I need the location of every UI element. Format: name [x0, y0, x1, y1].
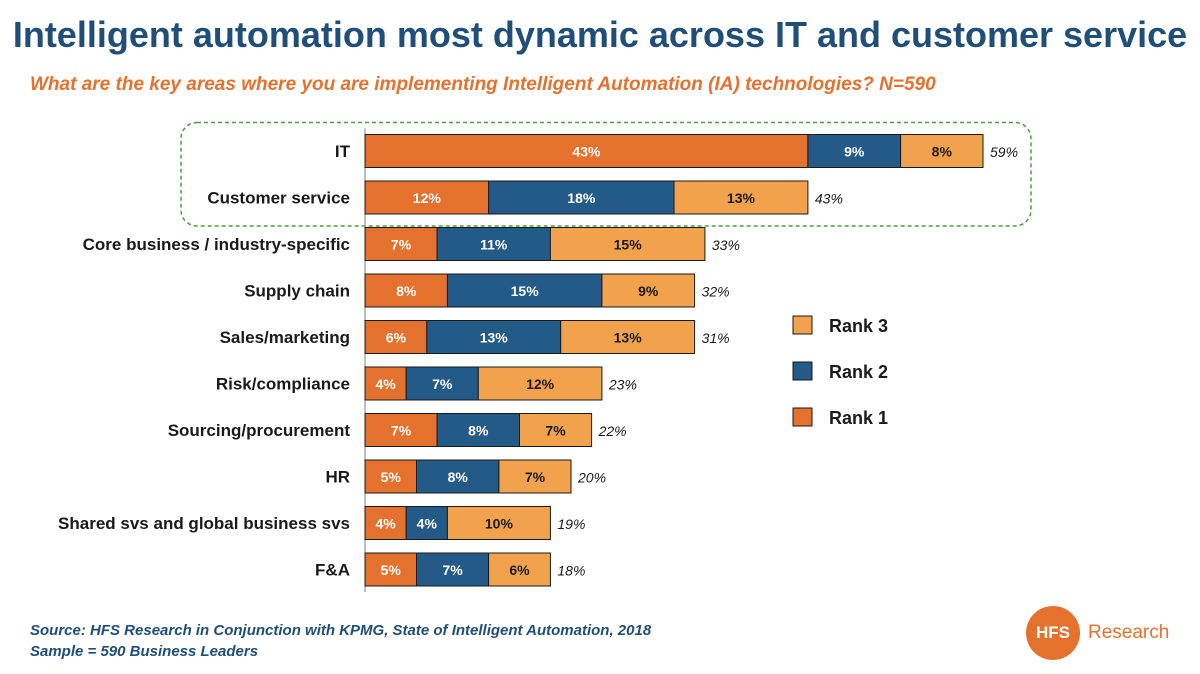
data-label: 5%: [381, 469, 402, 485]
total-label: 22%: [598, 423, 627, 439]
bar-segment: [405, 506, 448, 540]
category-label: Supply chain: [244, 282, 350, 301]
bar-segment: [364, 227, 438, 261]
data-label: 4%: [375, 516, 396, 532]
data-label: 7%: [442, 562, 463, 578]
data-label: 8%: [396, 283, 417, 299]
page-title: Intelligent automation most dynamic acro…: [12, 14, 1188, 55]
data-label: 12%: [526, 376, 555, 392]
total-label: 23%: [608, 377, 637, 393]
category-label: IT: [335, 142, 351, 161]
category-label: Risk/compliance: [216, 375, 350, 394]
bar-segment: [673, 180, 809, 215]
total-label: 59%: [990, 144, 1018, 160]
category-label: Shared svs and global business svs: [58, 514, 350, 533]
bar-segment: [364, 459, 417, 494]
data-label: 4%: [417, 516, 438, 532]
legend-label: Rank 2: [829, 362, 888, 382]
category-label: Customer service: [207, 189, 350, 208]
data-label: 8%: [468, 423, 489, 439]
bar-segment: [405, 366, 479, 401]
chart-subtitle: What are the key areas where you are imp…: [30, 74, 936, 95]
legend-label: Rank 3: [829, 316, 888, 336]
data-label: 7%: [545, 423, 566, 439]
bar-segment: [498, 459, 572, 494]
bar-segment: [519, 413, 593, 447]
bar-segment: [488, 180, 675, 215]
category-label: Core business / industry-specific: [83, 235, 350, 254]
total-label: 43%: [815, 191, 843, 207]
bar-segment: [436, 413, 521, 447]
total-label: 18%: [557, 563, 585, 579]
bar-segment: [436, 227, 551, 261]
hfs-logo: HFS Research: [1026, 606, 1169, 660]
bar-segment: [549, 227, 706, 261]
category-label: Sourcing/procurement: [168, 421, 351, 440]
legend-swatch: [792, 315, 813, 335]
bar-segment: [807, 134, 902, 168]
data-label: 43%: [572, 144, 601, 160]
logo-mark: HFS: [1026, 606, 1080, 660]
bar-segment: [477, 366, 603, 401]
data-label: 15%: [511, 283, 540, 299]
bar-segment: [446, 273, 603, 308]
bar-segment: [488, 552, 551, 587]
data-label: 7%: [432, 376, 453, 392]
data-label: 4%: [375, 376, 396, 392]
total-label: 20%: [577, 470, 606, 486]
data-label: 6%: [386, 330, 407, 346]
data-label: 11%: [480, 237, 508, 253]
data-label: 7%: [391, 423, 412, 439]
bar-segment: [364, 320, 428, 354]
legend-swatch: [792, 361, 813, 381]
bar-segment: [426, 320, 562, 354]
source-note: Source: HFS Research in Conjunction with…: [30, 620, 651, 662]
data-label: 10%: [485, 516, 514, 532]
data-label: 9%: [638, 283, 659, 299]
bar-segment: [364, 273, 448, 308]
bar-segment: [446, 506, 551, 540]
data-label: 5%: [381, 562, 402, 578]
highlight-box: [180, 121, 1032, 227]
data-label: 13%: [480, 330, 509, 346]
bar-segment: [364, 366, 407, 401]
legend-swatch: [792, 407, 813, 427]
data-label: 8%: [448, 469, 469, 485]
data-label: 9%: [844, 144, 865, 160]
data-label: 7%: [525, 469, 546, 485]
bar-segment: [416, 459, 500, 494]
logo-text: Research: [1088, 622, 1170, 643]
data-label: 15%: [614, 237, 643, 253]
total-label: 31%: [702, 330, 730, 346]
data-label: 7%: [391, 237, 412, 253]
bar-segment: [900, 134, 984, 168]
bar-segment: [364, 413, 438, 447]
data-label: 13%: [614, 330, 643, 346]
bar-segment: [364, 506, 407, 540]
bar-segment: [601, 273, 696, 308]
bar-segment: [560, 320, 696, 354]
data-label: 18%: [567, 190, 596, 206]
category-label: Sales/marketing: [220, 328, 350, 347]
sample-line: Sample = 590 Business Leaders: [30, 643, 259, 660]
total-label: 33%: [712, 237, 740, 253]
bar-segment: [416, 552, 490, 587]
bar-segment: [364, 134, 809, 168]
data-label: 12%: [413, 190, 442, 206]
data-label: 6%: [509, 562, 530, 578]
category-label: HR: [325, 468, 350, 487]
legend-label: Rank 1: [829, 408, 888, 428]
total-label: 19%: [557, 516, 585, 532]
category-label: F&A: [315, 561, 350, 580]
data-label: 8%: [932, 144, 953, 160]
total-label: 32%: [702, 284, 730, 300]
source-line: Source: HFS Research in Conjunction with…: [30, 622, 652, 639]
data-label: 13%: [727, 190, 756, 206]
